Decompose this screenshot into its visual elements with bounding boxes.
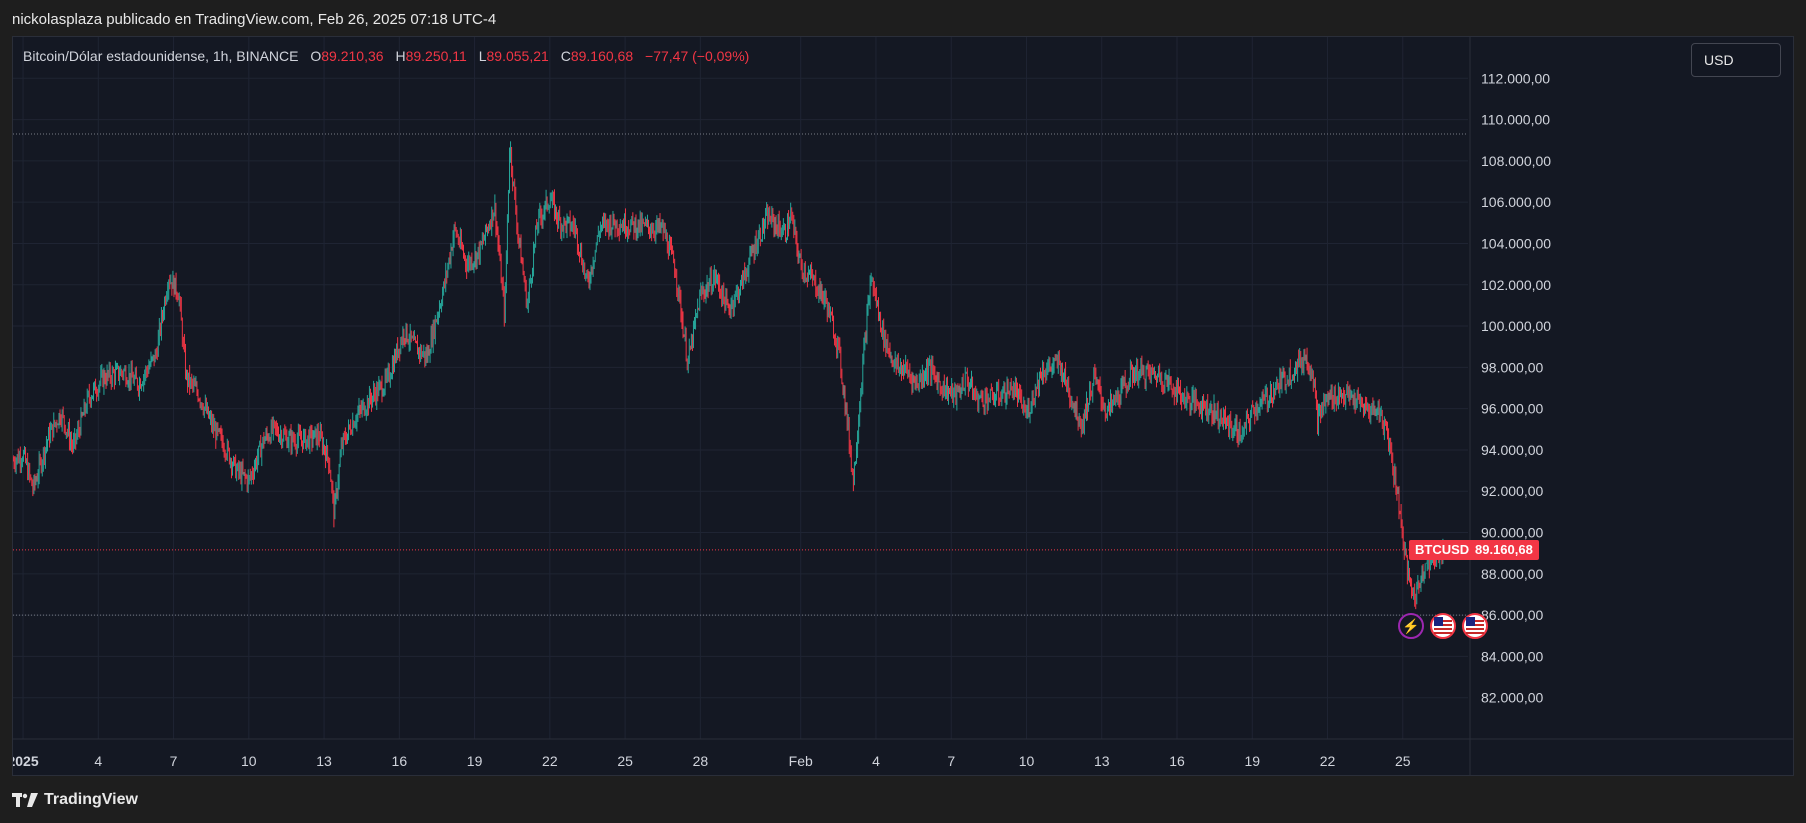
x-tick-label: 13 [316, 753, 332, 769]
y-tick-label: 102.000,00 [1481, 277, 1551, 293]
x-tick-label: 22 [1320, 753, 1336, 769]
symbol-info: Bitcoin/Dólar estadounidense, 1h, BINANC… [23, 48, 299, 64]
y-tick-label: 106.000,00 [1481, 194, 1551, 210]
y-tick-label: 112.000,00 [1481, 70, 1550, 86]
chart-panel[interactable]: 112.000,00 110.000,00 108.000,00 106.000,00… [12, 36, 1794, 776]
change-value: −77,47 (−0,09%) [645, 48, 750, 64]
symbol-legend: Bitcoin/Dólar estadounidense, 1h, BINANC… [23, 47, 749, 65]
y-tick-label: 82.000,00 [1481, 690, 1543, 706]
x-tick-label: 10 [1019, 753, 1035, 769]
x-tick-label: 10 [241, 753, 257, 769]
last-price-symbol-tag: BTCUSD [1409, 539, 1476, 560]
x-tick-label: 13 [1094, 753, 1110, 769]
y-tick-label: 84.000,00 [1481, 648, 1543, 664]
x-tick-label: 7 [170, 753, 178, 769]
last-price-value-tag: 89.160,68 [1469, 539, 1539, 560]
y-tick-label: 96.000,00 [1481, 401, 1543, 417]
y-tick-label: 86.000,00 [1481, 607, 1543, 623]
x-tick-label: 2025 [13, 753, 39, 769]
us-flag-icon[interactable] [1430, 613, 1456, 639]
candlestick-series [13, 141, 1444, 610]
y-tick-label: 88.000,00 [1481, 566, 1543, 582]
low-value: 89.055,21 [486, 48, 549, 64]
open-label: O [310, 48, 322, 64]
x-tick-label: 25 [1395, 753, 1411, 769]
currency-button[interactable]: USD [1691, 43, 1781, 77]
brand-name: TradingView [44, 791, 138, 808]
open-value: 89.210,36 [321, 48, 384, 64]
x-tick-label: 7 [947, 753, 955, 769]
price-chart[interactable]: 112.000,00 110.000,00 108.000,00 106.000,00… [13, 37, 1793, 775]
close-value: 89.160,68 [570, 48, 634, 64]
y-axis-labels: 112.000,00 110.000,00 108.000,00 106.000,00… [1481, 70, 1551, 705]
x-axis-labels: 2025 4 7 10 13 16 19 22 25 28 Feb 4 7 10 13 16 19 22 25 [13, 753, 1411, 769]
tradingview-logo-icon [12, 793, 38, 807]
y-tick-label: 104.000,00 [1481, 235, 1551, 251]
x-tick-label: 16 [392, 753, 408, 769]
lightning-icon[interactable]: ⚡ [1398, 613, 1424, 639]
y-tick-label: 100.000,00 [1481, 318, 1551, 334]
x-tick-label: 25 [617, 753, 633, 769]
high-value: 89.250,11 [405, 48, 467, 64]
y-tick-label: 90.000,00 [1481, 525, 1543, 541]
x-tick-label: 16 [1169, 753, 1185, 769]
y-tick-label: 108.000,00 [1481, 153, 1551, 169]
close-label: C [560, 48, 571, 64]
x-tick-label: 19 [467, 753, 483, 769]
x-tick-label: 22 [542, 753, 558, 769]
economic-events: ⚡ [1398, 613, 1488, 639]
y-tick-label: 98.000,00 [1481, 359, 1543, 375]
x-tick-label: Feb [789, 753, 813, 769]
us-flag-icon[interactable] [1462, 613, 1488, 639]
y-tick-label: 110.000,00 [1481, 112, 1550, 128]
publish-info: nickolasplaza publicado en TradingView.c… [12, 11, 497, 28]
y-tick-label: 94.000,00 [1481, 442, 1543, 458]
low-label: L [478, 48, 487, 64]
horizontal-lines [13, 133, 1468, 616]
x-tick-label: 4 [94, 753, 102, 769]
high-label: H [395, 48, 406, 64]
x-tick-label: 19 [1244, 753, 1260, 769]
x-tick-label: 28 [693, 753, 709, 769]
footer-brand[interactable]: TradingView [12, 790, 138, 810]
x-tick-label: 4 [872, 753, 880, 769]
y-tick-label: 92.000,00 [1481, 483, 1543, 499]
